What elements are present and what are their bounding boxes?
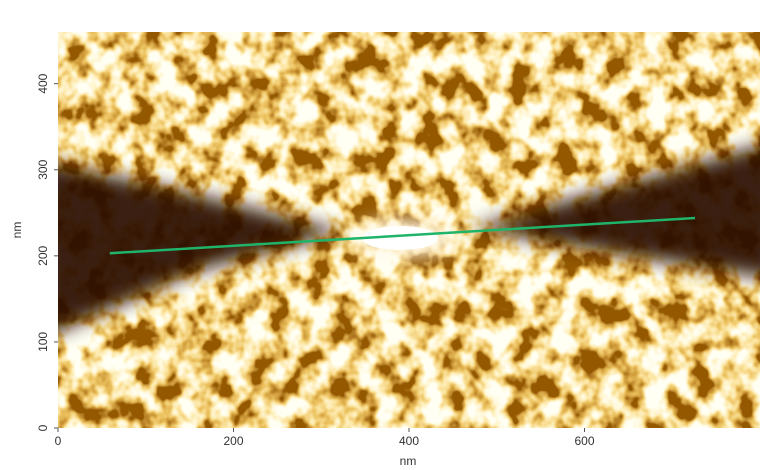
y-tick-label: 300 — [36, 159, 50, 179]
x-axis-label: nm — [400, 454, 417, 468]
x-tick-label: 400 — [399, 434, 419, 448]
x-tick-label: 200 — [223, 434, 243, 448]
y-tick-label: 100 — [36, 332, 50, 352]
profile-line — [109, 216, 696, 255]
y-tick-label: 0 — [36, 424, 50, 431]
y-tick-label: 400 — [36, 73, 50, 93]
x-tick-label: 600 — [574, 434, 594, 448]
y-tick-label: 200 — [36, 245, 50, 265]
x-tick-label: 0 — [55, 434, 62, 448]
afm-image — [58, 32, 760, 428]
y-axis-label: nm — [10, 222, 24, 239]
